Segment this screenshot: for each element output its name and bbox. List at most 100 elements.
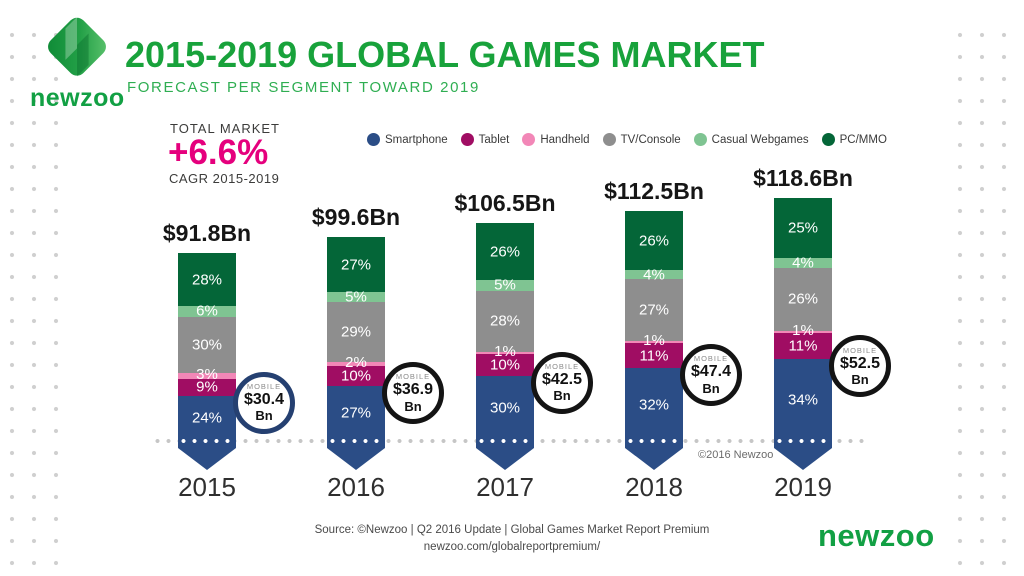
percent-label: 32% [638, 396, 670, 414]
bar-segment: 11% [774, 332, 832, 360]
percent-label: 1% [792, 321, 814, 339]
legend: Smartphone Tablet Handheld TV/Console Casual… [367, 133, 887, 146]
legend-item: Casual Webgames [693, 133, 809, 146]
bar-arrow [178, 441, 236, 470]
bar-segment: 10% [327, 365, 385, 386]
bar-segment: 5% [476, 276, 534, 294]
percent-label: 27% [340, 404, 372, 422]
percent-label: 5% [494, 276, 516, 294]
legend-label: Tablet [478, 133, 510, 146]
bar-segment: 26% [774, 268, 832, 331]
bar-segment: 11% [625, 343, 683, 369]
legend-swatch-icon [602, 133, 616, 146]
percent-label: 26% [489, 243, 521, 261]
bar-segment: 9% [178, 379, 236, 396]
bar-segment: 27% [327, 237, 385, 293]
bar-segment: 32% [625, 368, 683, 441]
page-title: 2015-2019 GLOBAL GAMES MARKET [125, 34, 765, 75]
bar-segment: 6% [178, 303, 236, 320]
percent-label: 34% [787, 391, 819, 409]
percent-label: 27% [340, 256, 372, 274]
year-label: 2018 [625, 472, 683, 502]
legend-item: PC/MMO [821, 133, 887, 146]
percent-label: 1% [643, 332, 665, 350]
legend-item: TV/Console [602, 133, 681, 146]
mobile-badge: MOBILE $30.4 Bn [233, 371, 295, 434]
bar-segment: 2% [327, 354, 385, 371]
bar-segment: 28% [178, 253, 236, 306]
legend-label: Smartphone [385, 133, 448, 146]
mobile-badge: MOBILE $52.5 Bn [829, 335, 891, 398]
legend-swatch-icon [460, 133, 474, 146]
bar-segment: 10% [476, 353, 534, 376]
source-line-2: newzoo.com/globalreportpremium/ [423, 541, 601, 553]
mobile-badge-unit: Bn [702, 380, 720, 396]
percent-label: 25% [787, 219, 819, 237]
mobile-badge-value: $47.4 [690, 363, 732, 381]
cagr-value: +6.6% [168, 133, 269, 172]
percent-label: 28% [489, 312, 521, 330]
legend-label: Handheld [540, 133, 590, 146]
mobile-badge: MOBILE $42.5 Bn [531, 351, 593, 414]
bar-arrow [327, 441, 385, 470]
bar-segment: 4% [774, 255, 832, 272]
baseline-dots-on-bar [327, 438, 385, 444]
percent-label: 30% [191, 336, 223, 354]
bar-segment: 26% [476, 223, 534, 280]
baseline-dots-on-bar [178, 438, 236, 444]
stacked-bar: 26% 4% 27% 1% 11% 32% [625, 210, 683, 441]
bar-segment: 1% [774, 322, 832, 339]
percent-label: 4% [792, 254, 814, 272]
percent-label: 26% [787, 290, 819, 308]
stacked-bar: 26% 5% 28% 1% 10% 30% [476, 223, 534, 441]
bar-total-label: $99.6Bn [311, 204, 401, 231]
bar-segment: 25% [774, 198, 832, 259]
baseline-dots-on-bar [476, 438, 534, 444]
percent-label: 5% [345, 288, 367, 306]
legend-swatch-icon [522, 133, 536, 146]
bar-segment: 27% [625, 279, 683, 341]
mobile-badge-tag: MOBILE [395, 372, 431, 382]
stacked-bar: 28% 6% 30% 3% 9% 24% [178, 253, 236, 441]
bar-segment: 1% [625, 332, 683, 349]
bar-arrow [476, 441, 534, 470]
legend-item: Smartphone [367, 133, 448, 146]
percent-label: 2% [345, 353, 367, 371]
bar-segment: 26% [625, 210, 683, 271]
year-label: 2017 [476, 472, 534, 502]
percent-label: 1% [494, 342, 516, 360]
mobile-badge: MOBILE $36.9 Bn [382, 362, 444, 424]
mobile-badge-tag: MOBILE [246, 382, 282, 392]
copyright-note: ©2016 Newzoo [698, 449, 774, 461]
percent-label: 4% [643, 266, 665, 284]
percent-label: 24% [191, 409, 223, 427]
bar-arrow [774, 441, 832, 470]
bar-segment: 28% [476, 290, 534, 352]
bar-segment: 3% [178, 366, 236, 383]
mobile-badge-tag: MOBILE [544, 361, 580, 371]
stacked-bar: 25% 4% 26% 1% 11% 34% [774, 198, 832, 441]
percent-label: 26% [638, 232, 670, 250]
mobile-badge-tag: MOBILE [693, 354, 729, 364]
percent-label: 30% [489, 399, 521, 417]
percent-label: 10% [489, 356, 521, 374]
bar-segment: 4% [625, 266, 683, 283]
year-label: 2016 [327, 472, 385, 502]
bar-segment: 30% [178, 317, 236, 374]
mobile-badge-unit: Bn [553, 388, 571, 404]
bar-segment: 29% [327, 302, 385, 362]
bar-total-label: $118.6Bn [753, 165, 853, 192]
bar-total-label: $106.5Bn [454, 190, 556, 217]
legend-label: PC/MMO [839, 133, 887, 146]
mobile-badge-value: $36.9 [392, 381, 434, 399]
legend-item: Handheld [522, 133, 590, 146]
mobile-badge-value: $42.5 [541, 370, 583, 388]
stacked-bar: 27% 5% 29% 2% 10% 27% [327, 237, 385, 441]
bar-arrow [625, 441, 683, 470]
percent-label: 27% [638, 301, 670, 319]
brand-wordmark: newzoo [818, 518, 935, 553]
page-subtitle: FORECAST PER SEGMENT TOWARD 2019 [127, 79, 480, 96]
mobile-badge-value: $52.5 [839, 354, 881, 372]
year-label: 2019 [774, 472, 832, 502]
